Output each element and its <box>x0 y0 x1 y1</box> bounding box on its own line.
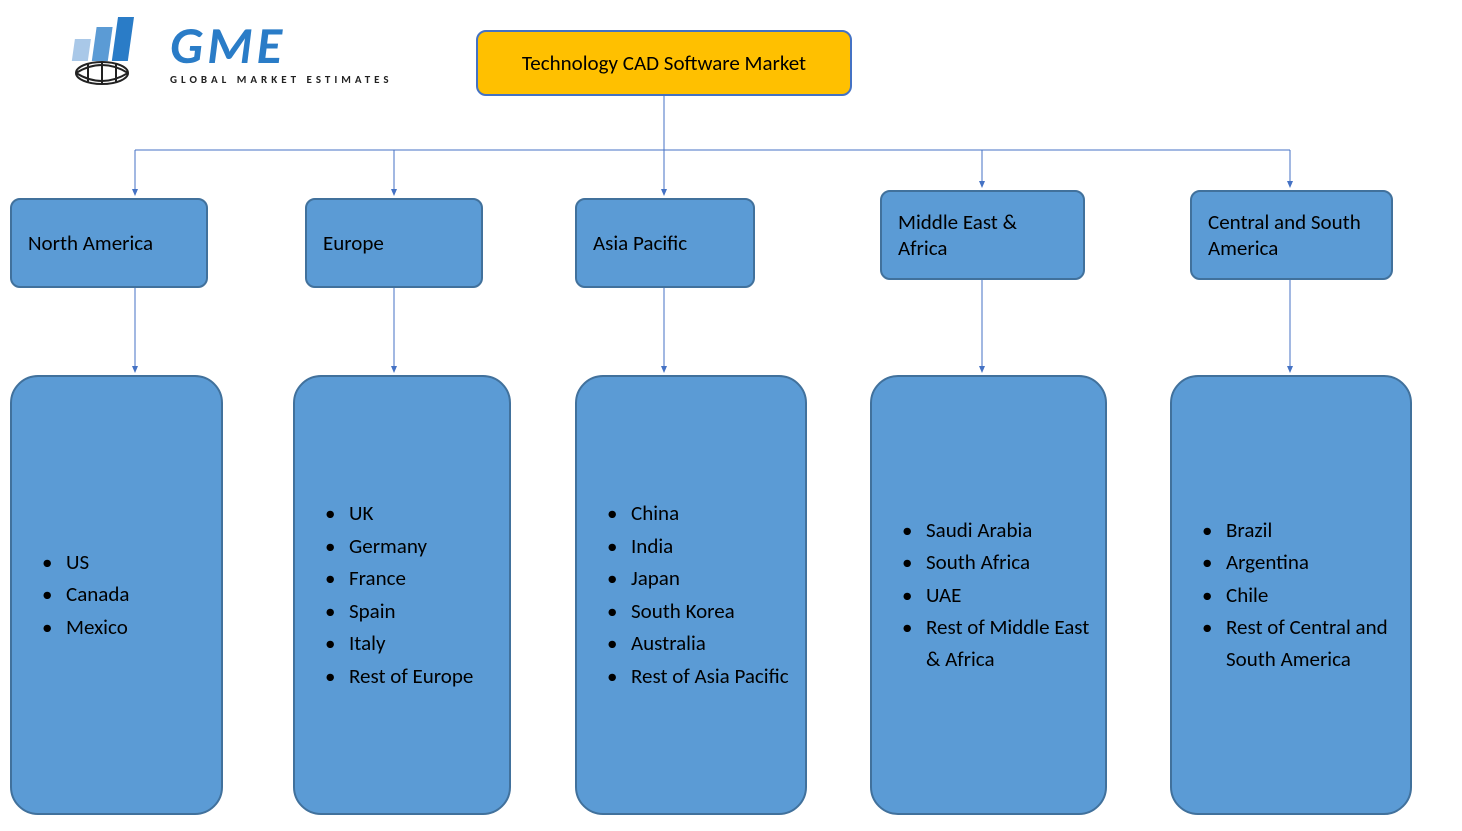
list-middle-east-africa: Saudi Arabia South Africa UAE Rest of Mi… <box>870 375 1107 815</box>
list-item: Italy <box>319 628 499 660</box>
list-item: Argentina <box>1196 547 1400 579</box>
list-item: South Korea <box>601 596 795 628</box>
gme-logo: GME GLOBAL MARKET ESTIMATES <box>70 12 430 92</box>
gme-logo-icon <box>70 17 158 87</box>
region-label: Europe <box>323 230 384 256</box>
region-label: Asia Pacific <box>593 230 687 256</box>
list-item: China <box>601 498 795 530</box>
region-central-south-america: Central and South America <box>1190 190 1393 280</box>
list-item: Brazil <box>1196 515 1400 547</box>
root-node: Technology CAD Software Market <box>476 30 852 96</box>
region-label: Middle East & Africa <box>898 209 1067 261</box>
list-item: France <box>319 563 499 595</box>
list-europe: UK Germany France Spain Italy Rest of Eu… <box>293 375 511 815</box>
list-item: Chile <box>1196 580 1400 612</box>
list-item: UAE <box>896 580 1095 612</box>
region-asia-pacific: Asia Pacific <box>575 198 755 288</box>
region-north-america: North America <box>10 198 208 288</box>
country-list: US Canada Mexico <box>36 546 211 645</box>
list-item: UK <box>319 498 499 530</box>
list-item: Mexico <box>36 612 211 644</box>
country-list: Saudi Arabia South Africa UAE Rest of Mi… <box>896 514 1095 677</box>
root-label: Technology CAD Software Market <box>522 50 806 76</box>
list-item: Australia <box>601 628 795 660</box>
list-item: Germany <box>319 531 499 563</box>
list-north-america: US Canada Mexico <box>10 375 223 815</box>
list-item: Rest of Asia Pacific <box>601 661 795 693</box>
country-list: Brazil Argentina Chile Rest of Central a… <box>1196 514 1400 677</box>
list-item: Canada <box>36 579 211 611</box>
list-item: India <box>601 531 795 563</box>
country-list: UK Germany France Spain Italy Rest of Eu… <box>319 497 499 693</box>
list-item: Rest of Central and South America <box>1196 612 1400 675</box>
list-item: Spain <box>319 596 499 628</box>
country-list: China India Japan South Korea Australia … <box>601 497 795 693</box>
list-item: South Africa <box>896 547 1095 579</box>
list-item: US <box>36 547 211 579</box>
list-item: Rest of Middle East & Africa <box>896 612 1095 675</box>
logo-tagline: GLOBAL MARKET ESTIMATES <box>170 73 393 86</box>
list-asia-pacific: China India Japan South Korea Australia … <box>575 375 807 815</box>
region-label: North America <box>28 230 153 256</box>
logo-gme: GME <box>170 19 393 71</box>
region-europe: Europe <box>305 198 483 288</box>
list-central-south-america: Brazil Argentina Chile Rest of Central a… <box>1170 375 1412 815</box>
region-middle-east-africa: Middle East & Africa <box>880 190 1085 280</box>
gme-logo-text: GME GLOBAL MARKET ESTIMATES <box>170 19 393 86</box>
list-item: Saudi Arabia <box>896 515 1095 547</box>
list-item: Rest of Europe <box>319 661 499 693</box>
list-item: Japan <box>601 563 795 595</box>
region-label: Central and South America <box>1208 209 1375 261</box>
